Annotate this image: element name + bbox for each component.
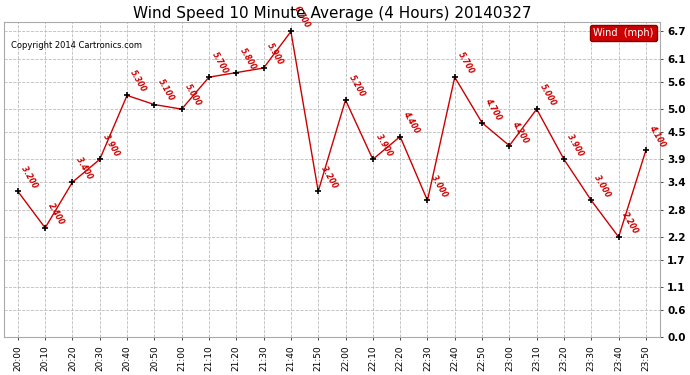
Text: 5.000: 5.000 (183, 82, 203, 108)
Text: 3.900: 3.900 (101, 133, 121, 158)
Text: 4.200: 4.200 (511, 119, 531, 144)
Text: 5.700: 5.700 (210, 51, 230, 76)
Text: 3.000: 3.000 (429, 174, 448, 199)
Text: 3.400: 3.400 (74, 156, 94, 181)
Text: 5.300: 5.300 (128, 69, 148, 94)
Text: 3.000: 3.000 (593, 174, 613, 199)
Text: 5.900: 5.900 (265, 42, 285, 67)
Text: 5.100: 5.100 (156, 78, 175, 103)
Text: 4.700: 4.700 (484, 96, 503, 122)
Text: 5.700: 5.700 (456, 51, 476, 76)
Text: 3.200: 3.200 (19, 165, 39, 190)
Text: 2.200: 2.200 (620, 210, 640, 236)
Text: 4.400: 4.400 (402, 110, 422, 135)
Text: Copyright 2014 Cartronics.com: Copyright 2014 Cartronics.com (11, 41, 141, 50)
Text: 3.900: 3.900 (565, 133, 585, 158)
Text: 3.900: 3.900 (374, 133, 394, 158)
Text: 3.200: 3.200 (319, 165, 339, 190)
Text: 5.200: 5.200 (347, 74, 366, 99)
Legend: Wind  (mph): Wind (mph) (591, 25, 657, 41)
Text: 5.800: 5.800 (237, 46, 257, 71)
Text: 5.000: 5.000 (538, 82, 558, 108)
Text: 4.100: 4.100 (647, 124, 667, 149)
Title: Wind Speed 10 Minute Average (4 Hours) 20140327: Wind Speed 10 Minute Average (4 Hours) 2… (132, 6, 531, 21)
Text: 6.700: 6.700 (293, 5, 312, 30)
Text: 2.400: 2.400 (46, 201, 66, 226)
